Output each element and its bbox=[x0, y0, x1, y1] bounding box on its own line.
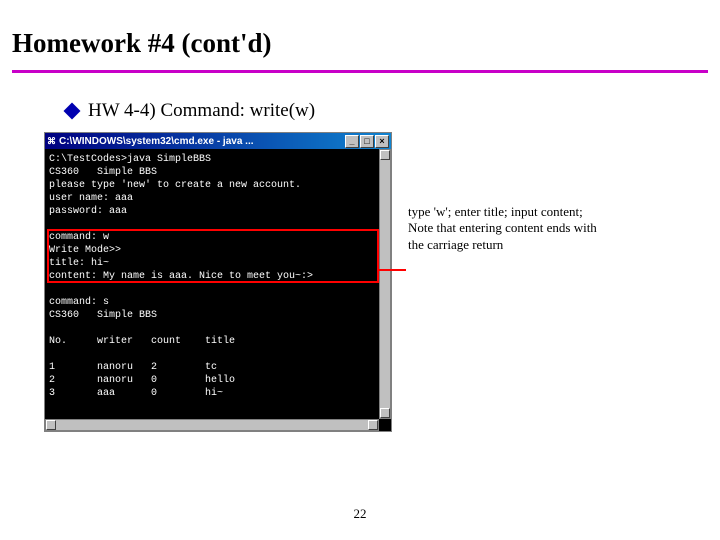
scroll-right-button[interactable] bbox=[368, 420, 378, 430]
scroll-left-button[interactable] bbox=[46, 420, 56, 430]
window-titlebar: ⌘ C:\WINDOWS\system32\cmd.exe - java ...… bbox=[45, 133, 391, 149]
bullet-text: HW 4-4) Command: write(w) bbox=[88, 100, 315, 122]
maximize-button[interactable]: □ bbox=[360, 135, 374, 148]
titlebar-icon: ⌘ bbox=[47, 136, 56, 147]
annotation-line-3: the carriage return bbox=[408, 237, 698, 253]
vertical-scrollbar[interactable] bbox=[379, 149, 391, 419]
horizontal-scrollbar[interactable] bbox=[45, 419, 379, 431]
title-underline bbox=[12, 70, 708, 73]
page-number: 22 bbox=[0, 506, 720, 522]
close-button[interactable]: × bbox=[375, 135, 389, 148]
bullet-row: HW 4-4) Command: write(w) bbox=[66, 100, 315, 122]
annotation-line-2: Note that entering content ends with bbox=[408, 220, 698, 236]
diamond-bullet-icon bbox=[64, 103, 81, 120]
slide-title: Homework #4 (cont'd) bbox=[12, 28, 271, 59]
scroll-up-button[interactable] bbox=[380, 150, 390, 160]
window-buttons: _ □ × bbox=[345, 135, 389, 148]
scroll-down-button[interactable] bbox=[380, 408, 390, 418]
annotation-text: type 'w'; enter title; input content; No… bbox=[408, 204, 698, 253]
console-window: ⌘ C:\WINDOWS\system32\cmd.exe - java ...… bbox=[44, 132, 392, 432]
window-title: C:\WINDOWS\system32\cmd.exe - java ... bbox=[59, 136, 345, 147]
annotation-line-1: type 'w'; enter title; input content; bbox=[408, 204, 698, 220]
minimize-button[interactable]: _ bbox=[345, 135, 359, 148]
terminal-body: C:\TestCodes>java SimpleBBS CS360 Simple… bbox=[45, 149, 391, 431]
